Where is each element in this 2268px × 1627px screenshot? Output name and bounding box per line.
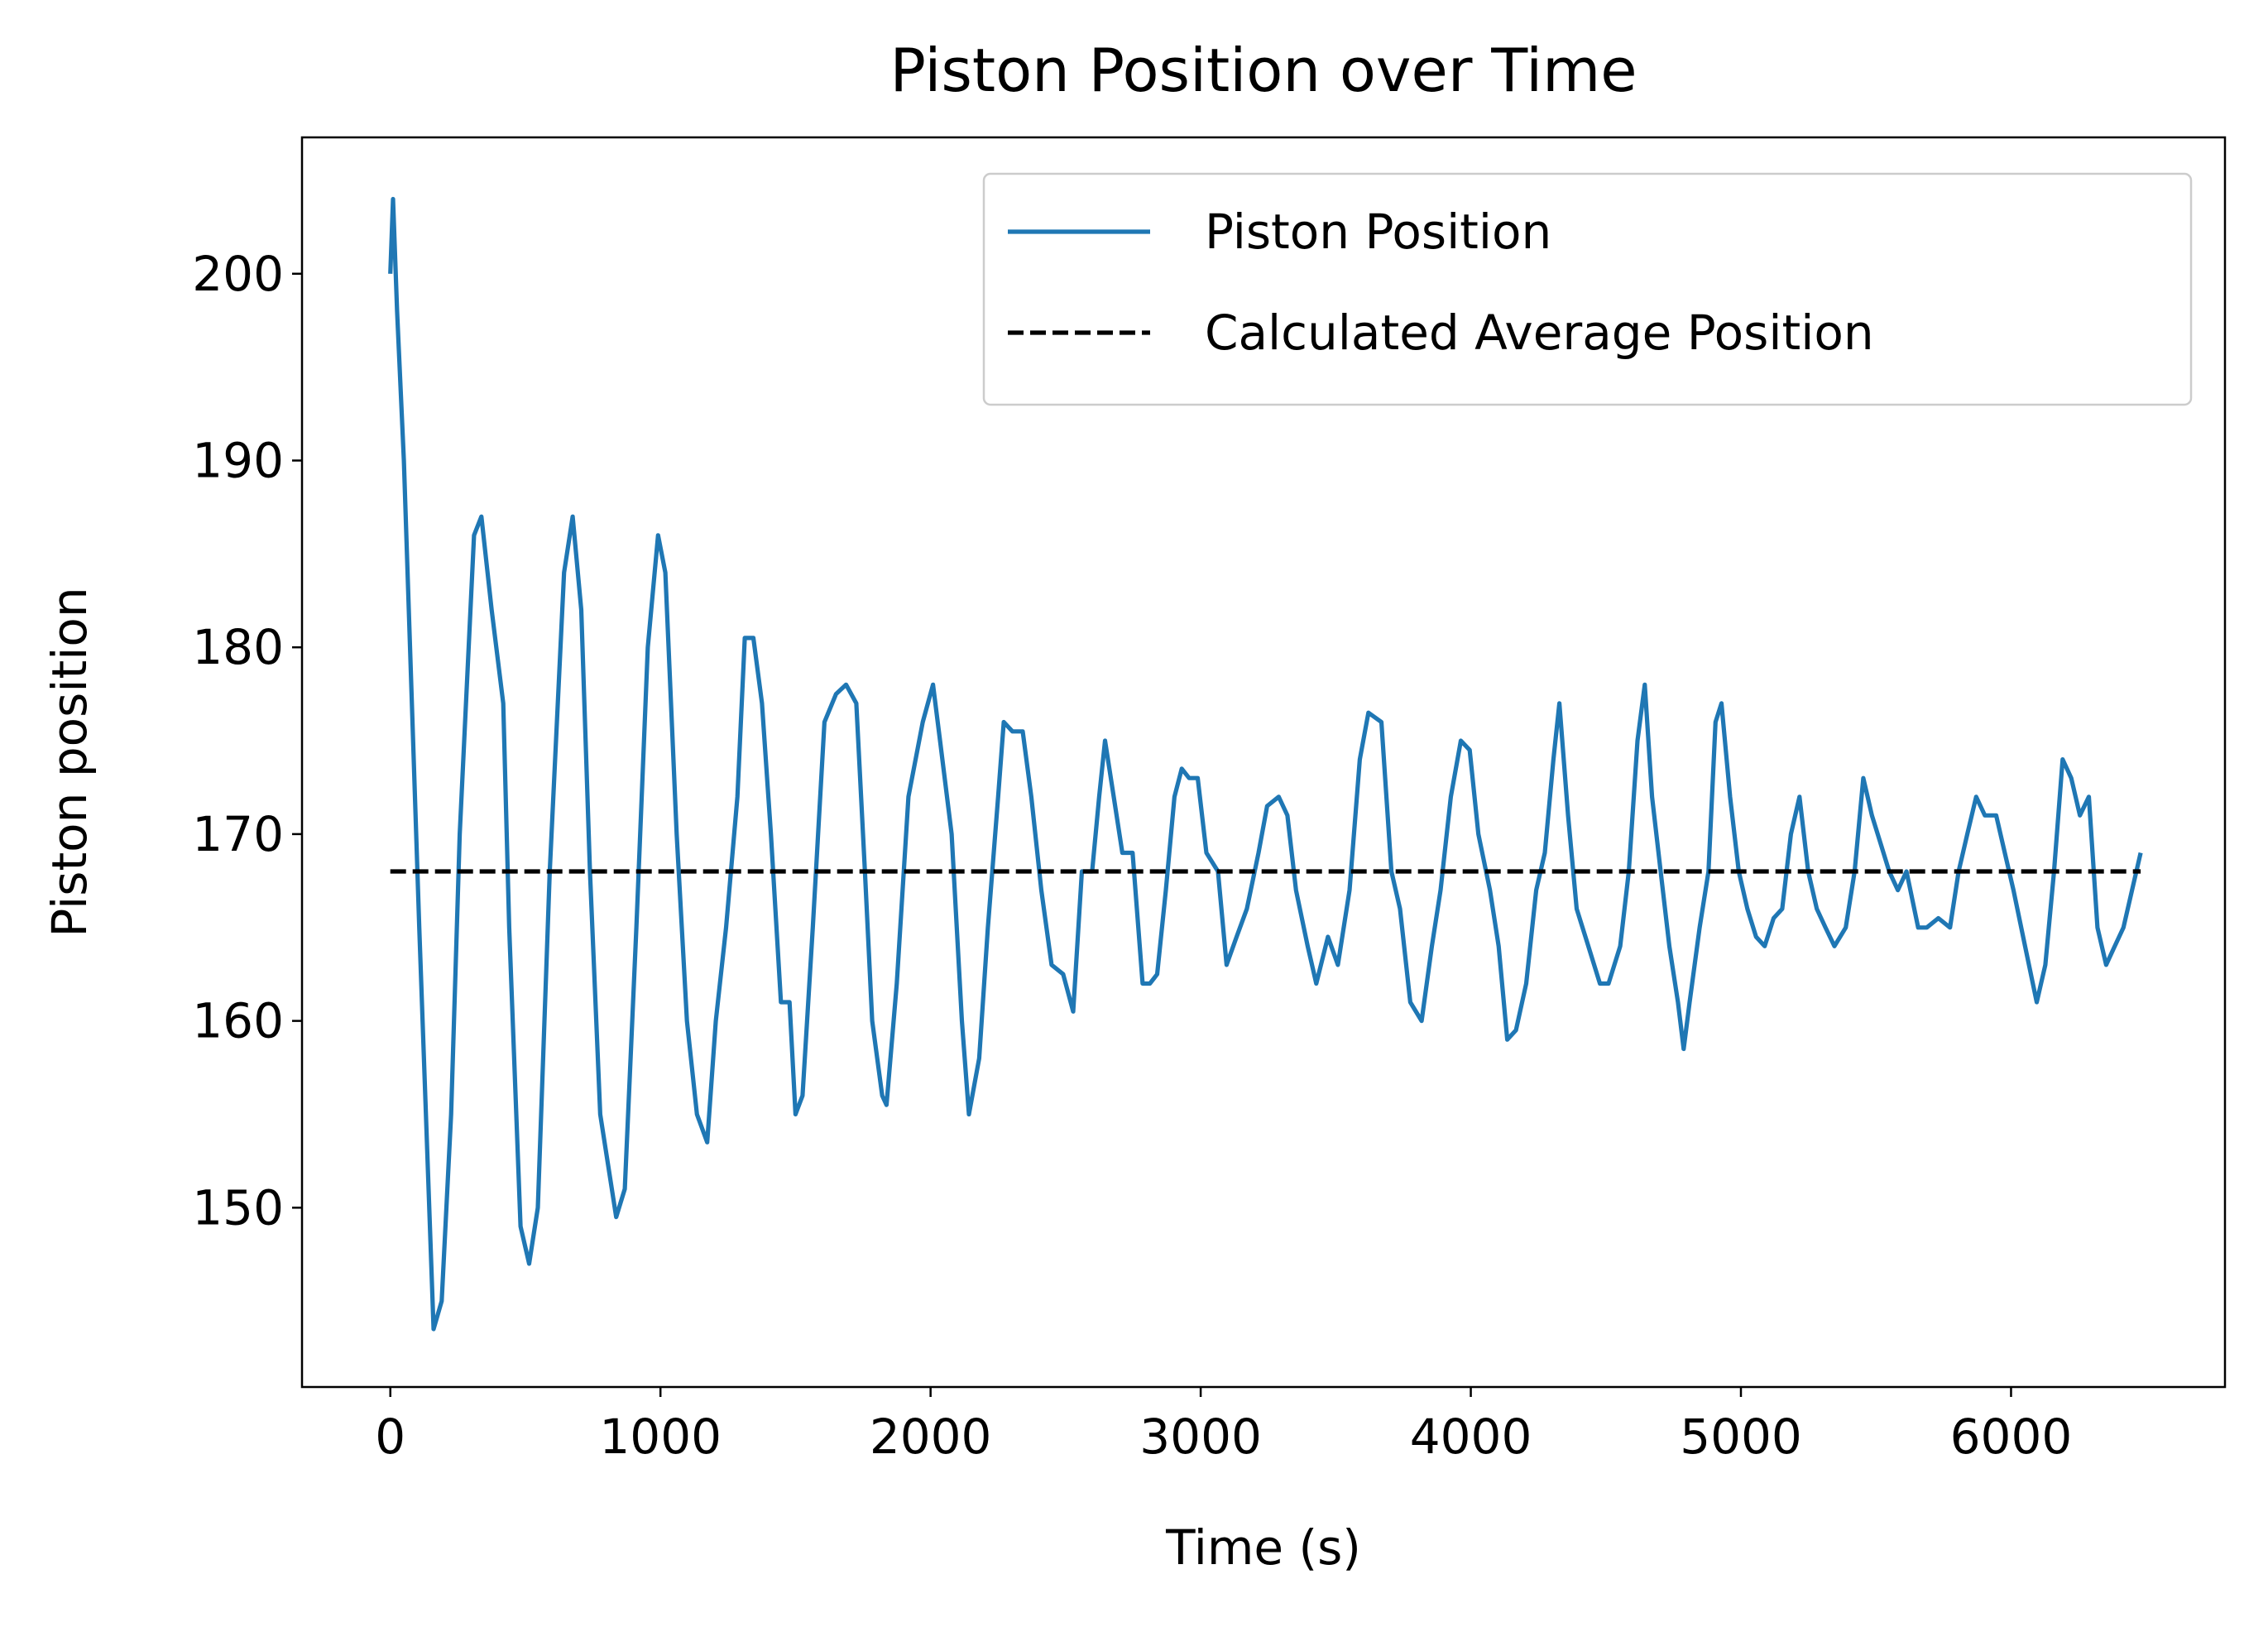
y-tick-label: 160 (192, 993, 284, 1049)
x-tick-label: 4000 (1410, 1409, 1532, 1465)
chart-title: Piston Position over Time (889, 36, 1637, 105)
y-tick-label: 190 (192, 432, 284, 488)
x-tick-label: 5000 (1680, 1409, 1802, 1465)
legend-box (982, 172, 2193, 406)
plot-frame (300, 136, 2227, 1389)
x-tick-label: 0 (375, 1409, 405, 1465)
legend-label: Calculated Average Position (1205, 305, 1874, 361)
x-tick-label: 3000 (1139, 1409, 1262, 1465)
y-tick-label: 180 (192, 619, 284, 675)
x-tick-label: 1000 (599, 1409, 722, 1465)
y-tick-label: 200 (192, 246, 284, 302)
y-axis-label: Piston position (41, 587, 98, 937)
y-tick-label: 150 (192, 1179, 284, 1236)
legend-label: Piston Position (1205, 204, 1551, 260)
x-axis-label: Time (s) (1165, 1519, 1361, 1576)
x-tick-label: 2000 (870, 1409, 992, 1465)
y-tick-label: 170 (192, 806, 284, 862)
x-tick-label: 6000 (1950, 1409, 2073, 1465)
series-line (388, 196, 2143, 1332)
